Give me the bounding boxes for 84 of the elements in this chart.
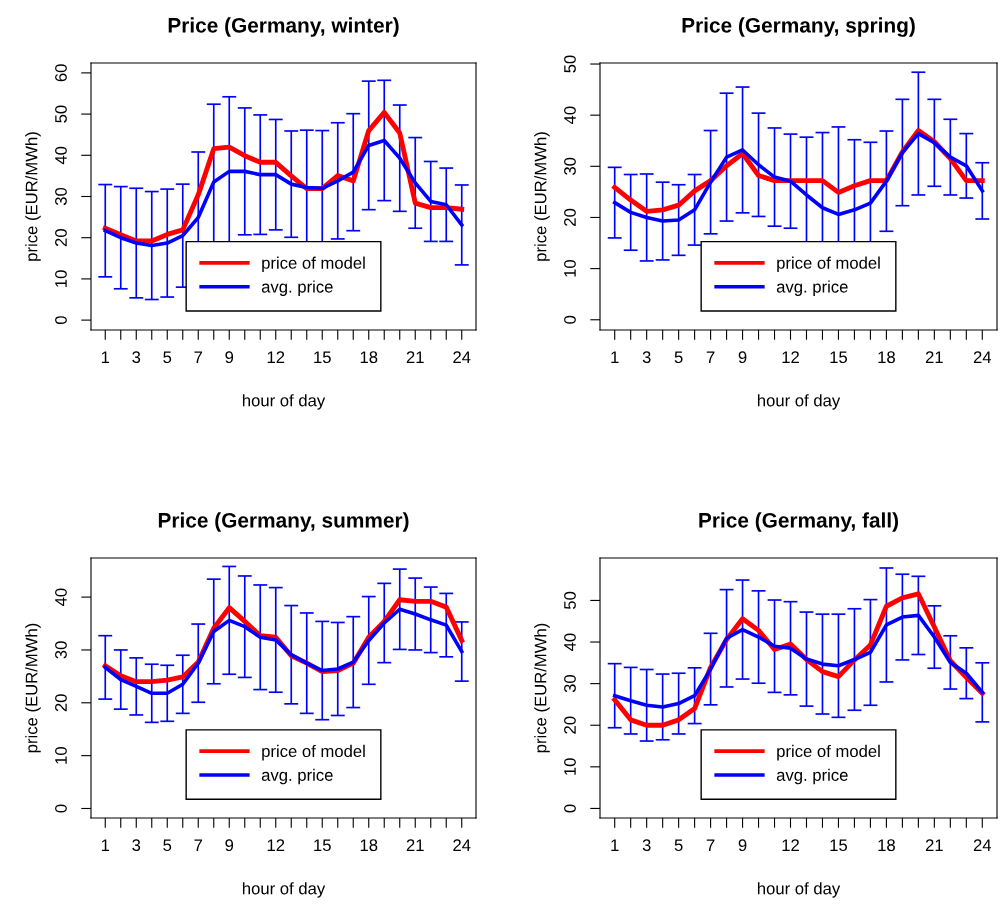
x-tick-label: 3 [132,839,141,852]
y-tick-label: 20 [564,208,576,226]
y-tick-label: 30 [55,641,67,659]
x-tick-label: 18 [360,351,378,364]
x-tick-label: 1 [611,351,619,363]
legend-label: price of model [262,256,365,273]
x-tick-label: 1 [611,839,619,851]
legend-label: price of model [777,744,880,761]
legend-label: avg. price [776,768,848,785]
y-tick-label: 10 [564,260,576,277]
x-tick-label: 9 [738,839,747,852]
x-tick-label: 5 [163,351,172,364]
y-tick-label: 10 [55,747,67,764]
y-tick-label: 20 [55,694,67,712]
x-tick-label: 7 [194,839,203,851]
x-tick-label: 24 [973,839,992,851]
y-tick-label: 10 [564,758,576,775]
x-tick-label: 5 [674,839,683,852]
y-tick-label: 40 [55,588,67,606]
y-tick-label: 0 [564,804,576,813]
x-tick-label: 12 [782,839,799,851]
y-tick-label: 0 [55,316,67,325]
x-tick-label: 15 [830,839,848,852]
y-tick-label: 20 [55,229,67,247]
y-tick-label: 50 [564,55,576,73]
x-tick-label: 5 [674,351,683,364]
y-axis-title: price (EUR/MWh) [534,623,550,753]
y-tick-label: 30 [564,675,576,693]
x-tick-label: 21 [406,839,424,851]
x-tick-label: 24 [973,351,992,363]
legend-label: avg. price [261,768,333,785]
x-tick-label: 15 [314,351,331,364]
y-tick-label: 40 [564,633,576,651]
legend-label: price of model [777,256,880,273]
x-axis-title: hour of day [757,394,841,410]
y-tick-label: 60 [55,64,67,82]
x-tick-label: 12 [267,351,285,363]
x-tick-label: 1 [101,351,110,363]
x-tick-label: 24 [453,839,471,851]
y-tick-label: 0 [55,804,67,813]
x-tick-label: 12 [782,351,799,363]
x-tick-label: 24 [453,351,471,363]
legend-label: avg. price [261,280,333,296]
x-tick-label: 9 [738,351,747,364]
x-tick-label: 21 [925,351,943,363]
y-tick-label: 40 [564,106,576,125]
x-tick-label: 3 [642,839,651,852]
x-tick-label: 3 [642,351,651,364]
x-tick-label: 9 [225,351,234,364]
x-tick-label: 9 [225,839,234,852]
x-axis-title: hour of day [757,882,841,898]
y-axis-title: price (EUR/MWh) [534,132,550,261]
x-tick-label: 3 [132,351,141,364]
y-tick-label: 50 [564,591,576,610]
y-tick-label: 50 [55,105,67,123]
x-tick-label: 5 [163,839,172,852]
x-tick-label: 15 [830,351,848,364]
x-axis-title: hour of day [242,882,326,898]
y-tick-label: 40 [55,146,67,165]
y-tick-label: 20 [564,716,576,734]
x-tick-label: 7 [706,839,715,851]
y-tick-label: 30 [564,157,576,175]
x-tick-label: 21 [406,351,424,363]
legend-label: avg. price [776,280,848,296]
x-tick-label: 7 [706,351,715,363]
y-tick-label: 30 [55,187,67,206]
y-tick-label: 0 [564,315,576,324]
legend-label: price of model [262,744,365,761]
x-tick-label: 12 [267,839,285,851]
y-axis-title: price (EUR/MWh) [25,623,41,753]
y-axis-title: price (EUR/MWh) [25,132,41,261]
chart-title: Price (Germany, winter) [168,17,399,37]
chart-title: Price (Germany, fall) [699,512,899,532]
x-tick-label: 18 [878,839,895,852]
chart-title: Price (Germany, spring) [682,17,915,37]
x-tick-label: 18 [360,839,378,852]
x-axis-title: hour of day [242,394,326,410]
x-tick-label: 7 [194,351,203,363]
x-tick-label: 18 [878,351,895,364]
x-tick-label: 21 [925,839,943,851]
chart-title: Price (Germany, summer) [158,512,409,532]
x-tick-label: 1 [101,839,110,851]
x-tick-label: 15 [314,839,331,852]
y-tick-label: 10 [55,270,67,287]
